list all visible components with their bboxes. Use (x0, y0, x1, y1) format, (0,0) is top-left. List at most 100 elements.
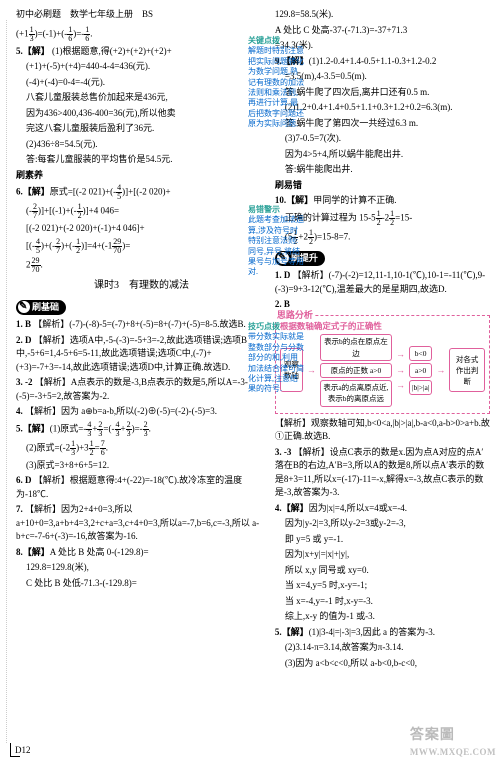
q5-l8: 答:每套儿童服装的平均售价是54.5元. (16, 153, 267, 167)
q10-num: 10.【解】 (275, 195, 313, 205)
badge-jichu: 刷基础 (16, 300, 66, 316)
q5b-l3: (3)原式=3+8+6+5=12. (16, 459, 267, 473)
q3-text: 【解析】A点表示的数是-3,B点表示的数是5,所以A=-3-(-5)=-3+5=… (16, 377, 248, 401)
q8-l3: C 处比 B 处低-71.3-(-129.8)= (16, 577, 267, 591)
line-continuation: (+113)=(-1)+(-16)=-16. (16, 26, 267, 43)
arrow-icon: → (307, 364, 316, 378)
q6-l2: (-27)]+[(-1)+(-12)]+4 046= (16, 203, 267, 220)
q6b-text: 【解析】根据题意得:4+(-22)=-18(℃).故冷冻室的温度为-18℃. (16, 475, 242, 499)
q4b: 4.【解】因为|x|=4,所以x=4或x=-4. (275, 502, 490, 516)
q7-num: 7. (16, 504, 23, 514)
pencil-icon (18, 301, 30, 313)
q6-num: 6.【解】 (16, 187, 50, 197)
q10-a: 甲同学的计算不正确. (313, 195, 396, 205)
q8-num: 8.【解】 (16, 547, 50, 557)
q4-num: 4. (16, 406, 23, 416)
q1-num: 1. B (16, 319, 31, 329)
q2b-num: 2. B (275, 299, 290, 309)
q3b: 3. -3 【解析】设点C表示的数是x.因为点A对应的点A′落在B的右边,A′B… (275, 446, 490, 500)
q4: 4. 【解析】因为 a⊕b=a-b,所以(-2)⊕(-5)=(-2)-(-5)=… (16, 405, 267, 419)
right-column: 129.8=58.5(米). A 处比 C 处高-37-(-71.3)=-37+… (275, 8, 490, 755)
q9-g: 因为4>5+4,所以蜗牛能爬出井. (275, 148, 490, 162)
arrow-icon: → (396, 348, 405, 362)
q2-text: 【解析】选项A中,-5-(-3)=-5+3=-2,故此选项错误;选项B中,-5+… (16, 335, 247, 372)
c2-l3: =34.3(米). (275, 39, 490, 53)
margin-note-2: 易错警示 此题考查加法运算,涉及符号时特别注意法则:同号,异号,将结果号与加号等… (248, 205, 304, 278)
q2: 2. D 【解析】选项A中,-5-(-3)=-5+3=-2,故此选项错误;选项B… (16, 334, 267, 375)
watermark: 答案圖 MWW.MXQE.COM (410, 725, 496, 760)
r-1: a>0 (409, 363, 432, 378)
yicuo-heading: 刷易错 (275, 179, 490, 193)
q4b-b: 因为|y-2|=3,所以y-2=3或y-2=-3, (275, 517, 490, 531)
mid-2: 表示a的点离原点近,表示b的离原点远 (320, 380, 392, 407)
q5-l4: 八套儿童服装总售价加起来是436元, (16, 91, 267, 105)
badge-jichu-text: 刷基础 (32, 301, 59, 315)
left-column: 初中必刷题 数学七年级上册 BS (+113)=(-1)+(-16)=-16. … (16, 8, 267, 755)
mnote2-title: 易错警示 (248, 205, 280, 214)
watermark-main: 答案圖 (410, 728, 455, 743)
analysis-box: 思路分析 根据数轴确定式子的正确性 观察数轴 → 表示b的点在原点左边 原点的正… (275, 315, 490, 414)
q7-text: 【解析】因为2+4+0=3,所以a+10+0=3,a+b+4=3,2+c+a=3… (16, 504, 259, 541)
side-dotted-rule (6, 20, 7, 743)
q1b-text: 【解析】(-7)-(-2)=12,11-1,10-1(℃),10-1=-11(℃… (275, 270, 485, 294)
c2-l1: 129.8=58.5(米). (275, 8, 490, 22)
analysis-diagram: 观察数轴 → 表示b的点在原点左边 原点的正数 a>0 表示a的点离原点近,表示… (280, 334, 485, 406)
yicuo-text: 刷易错 (275, 180, 302, 190)
q4b-d: 因为|x+y|=|x|+|y|, (275, 548, 490, 562)
r-0: b<0 (409, 346, 432, 361)
q10-c: (512+212)=15-8=7. (275, 229, 490, 246)
diagram-arrows: → → → (396, 348, 405, 393)
q6-l5: 22970. (16, 257, 267, 274)
q9-c: 答:蜗牛爬了四次后,离井口还有0.5 m. (275, 86, 490, 100)
analysis-explain: 【解析】观察数轴可知,b<0<a,|b|>|a|,b-a<0,a-b>0>a+b… (275, 417, 490, 444)
analysis-label: 思路分析 (275, 309, 315, 323)
q5-l5: 因为436>400,436-400=36(元),所以他卖 (16, 107, 267, 121)
q4b-g: 当 x=-4,y=-1 时,x-y=-3. (275, 595, 490, 609)
q6b: 6. D 【解析】根据题意得:4+(-22)=-18(℃).故冷冻室的温度为-1… (16, 474, 267, 501)
arrow-icon: → (436, 364, 445, 378)
q3b-text: 【解析】设点C表示的数是x.因为点A对应的点A′落在B的右边,A′B=3,所以A… (275, 447, 484, 498)
q7: 7. 【解析】因为2+4+0=3,所以a+10+0=3,a+b+4=3,2+c+… (16, 503, 267, 544)
q5-l2: (+1)+(-5)+(+4)=440-4-4=436(元). (16, 60, 267, 74)
q5-l3: (-4)+(-4)=0-4=-4(元). (16, 76, 267, 90)
q1: 1. B 【解析】(-7)-(-8)-5=(-7)+8+(-5)=8+(-7)+… (16, 318, 267, 332)
q5c-b: (2)3.14-π=3.14,故答案为π-3.14. (275, 641, 490, 655)
mnote1-text: 解题时特别注意把实际问题转化为数学问题,熟记有理数的加法法则和乘法则,再进行计算… (248, 46, 304, 128)
q5c-num: 5.【解】 (275, 627, 309, 637)
q1b: 1. D 【解析】(-7)-(-2)=12,11-1,10-1(℃),10-1=… (275, 269, 490, 296)
q6b-num: 6. D (16, 475, 32, 485)
q6-l3: [(-2 021)+(-2 020)+(-1)+4 046]+ (16, 222, 267, 236)
page-number: D12 (10, 743, 31, 757)
q4b-e: 所以 x,y 同号或 xy=0. (275, 564, 490, 578)
q1-text: 【解析】(-7)-(-8)-5=(-7)+8+(-5)=8+(-7)+(-5)=… (33, 319, 245, 329)
q5b-l2: (2)原式=(-213)+312=76. (16, 440, 267, 457)
q9-a: (1)1.2-0.4+1.4-0.5+1.1-0.3+1.2-0.2 (309, 56, 437, 66)
margin-note-3: 技巧点拨 带分数实际就是整数部分与分数部分的和,利用加法结合律可简化计算,注意结… (248, 322, 304, 395)
suayang-text: 刷素养 (16, 170, 43, 180)
q10-b: 正确的计算过程为 15-512-212=15- (275, 210, 490, 227)
q10: 10.【解】甲同学的计算不正确. (275, 194, 490, 208)
q5b-num: 5.【解】 (16, 423, 50, 433)
page-header: 初中必刷题 数学七年级上册 BS (16, 8, 267, 22)
q6-l4: [(-45)+(-27)+(-12)]=4+(-12970)= (16, 238, 267, 255)
q5-num: 5.【解】 (16, 46, 50, 56)
arrow-icon: → (396, 379, 405, 393)
q5c-c: (3)因为 a<b<c<0,所以 a-b<0,b-c<0, (275, 657, 490, 671)
q9-f: (3)7-0.5=7(次). (275, 132, 490, 146)
q9: 9.【解】(1)1.2-0.4+1.4-0.5+1.1-0.3+1.2-0.2 (275, 55, 490, 69)
q6: 6.【解】原式=[(-2 021)+(-45)]+[(-2 020)+ (16, 184, 267, 201)
q4-text: 【解析】因为 a⊕b=a-b,所以(-2)⊕(-5)=(-2)-(-5)=3. (25, 406, 217, 416)
q9-e: 答:蜗牛爬了第四次一共经过6.3 m. (275, 117, 490, 131)
q5c: 5.【解】(1)|3-4|=|-3|=3,因此 a 的答案为-3. (275, 626, 490, 640)
suayang-heading: 刷素养 (16, 169, 267, 183)
q3: 3. -2 【解析】A点表示的数是-3,B点表示的数是5,所以A=-3-(-5)… (16, 376, 267, 403)
q8-l2: 129.8=129.8(米), (16, 561, 267, 575)
mnote2-text: 此题考查加法运算,涉及符号时特别注意法则:同号,异号,将结果号与加号等用对. (248, 215, 304, 276)
watermark-sub: MWW.MXQE.COM (410, 746, 496, 760)
arrow-icon: → (396, 364, 405, 378)
q4b-num: 4.【解】 (275, 503, 309, 513)
q3b-num: 3. -3 (275, 447, 292, 457)
mid-0: 表示b的点在原点左边 (320, 334, 392, 361)
q4b-f: 当 x=4,y=5 时,x-y=-1; (275, 579, 490, 593)
q5-l1: (1)根据题意,得(+2)+(+2)+(+2)+ (52, 46, 172, 56)
